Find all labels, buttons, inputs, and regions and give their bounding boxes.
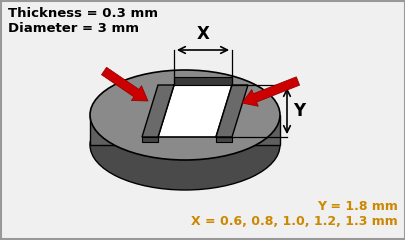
Polygon shape (142, 137, 158, 142)
Text: Y: Y (292, 102, 305, 120)
Text: X: X (196, 25, 209, 43)
Polygon shape (215, 85, 247, 137)
Polygon shape (142, 85, 174, 137)
Polygon shape (174, 77, 231, 85)
Text: Thickness = 0.3 mm: Thickness = 0.3 mm (8, 7, 158, 20)
Ellipse shape (90, 70, 279, 160)
Text: Y = 1.8 mm: Y = 1.8 mm (316, 200, 397, 213)
Ellipse shape (90, 100, 279, 190)
Polygon shape (215, 137, 231, 142)
FancyArrow shape (241, 77, 299, 106)
Polygon shape (158, 85, 231, 137)
Text: X = 0.6, 0.8, 1.0, 1.2, 1.3 mm: X = 0.6, 0.8, 1.0, 1.2, 1.3 mm (191, 215, 397, 228)
FancyArrow shape (101, 67, 148, 101)
Polygon shape (90, 115, 279, 145)
Text: Diameter = 3 mm: Diameter = 3 mm (8, 22, 139, 35)
